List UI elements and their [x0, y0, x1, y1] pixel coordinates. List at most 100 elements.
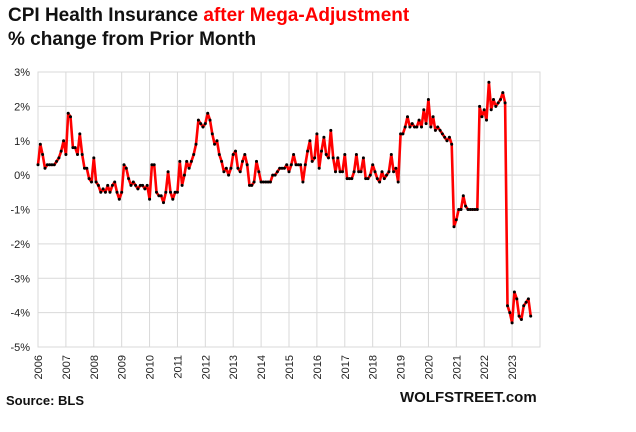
data-point	[508, 311, 512, 315]
data-point	[264, 180, 268, 184]
data-point	[236, 166, 240, 170]
data-point	[248, 183, 251, 187]
y-tick-label: -1%	[10, 205, 30, 217]
data-point	[169, 190, 172, 194]
chart-title: CPI Health Insurance after Mega-Adjustme…	[8, 4, 409, 28]
y-tick-label: 2%	[14, 101, 30, 113]
x-tick-label: 2023	[507, 355, 519, 379]
data-point	[334, 170, 337, 174]
data-point	[522, 304, 526, 308]
data-point	[134, 183, 138, 187]
data-point	[257, 170, 261, 174]
data-point	[150, 163, 154, 167]
data-point	[450, 142, 454, 146]
x-tick-label: 2016	[312, 355, 324, 379]
data-point	[436, 125, 440, 129]
data-point	[315, 132, 319, 136]
chart-title-highlight: after Mega-Adjustment	[203, 5, 410, 26]
chart-subtitle: % change from Prior Month	[8, 29, 257, 50]
data-point	[178, 159, 182, 163]
x-axis-tick-labels: 2006 2007 2008 2009 2010 2011 2012 2013 2014 2015…	[33, 355, 519, 379]
data-point	[245, 163, 249, 167]
data-point	[299, 163, 303, 167]
data-point	[273, 173, 277, 177]
data-point	[382, 177, 386, 181]
y-tick-label: 0%	[14, 170, 30, 182]
data-point	[213, 142, 217, 146]
data-point	[278, 166, 282, 170]
data-point	[364, 177, 368, 181]
data-point	[466, 208, 470, 211]
data-point	[234, 149, 237, 153]
data-point	[43, 166, 47, 170]
data-point	[192, 153, 196, 156]
data-point	[261, 180, 265, 184]
data-point	[324, 153, 328, 156]
data-point	[48, 163, 52, 167]
data-point	[406, 115, 409, 119]
data-point	[385, 173, 389, 177]
data-point	[480, 115, 484, 119]
data-point	[148, 197, 152, 201]
data-point	[115, 190, 119, 194]
data-point	[85, 166, 89, 170]
data-point	[208, 118, 212, 122]
data-point	[301, 180, 305, 184]
data-point	[185, 159, 189, 163]
x-tick-label: 2013	[228, 355, 240, 379]
data-point	[515, 297, 519, 301]
data-point	[62, 139, 66, 143]
data-point	[408, 125, 412, 129]
data-point	[424, 122, 428, 126]
data-point	[354, 153, 358, 156]
data-point	[231, 153, 235, 156]
data-point	[199, 122, 203, 126]
data-point	[378, 180, 382, 184]
x-tick-label: 2020	[423, 355, 435, 379]
y-tick-label: -2%	[10, 239, 30, 251]
data-point	[117, 197, 121, 201]
data-point	[310, 159, 314, 163]
data-point	[99, 190, 103, 194]
y-axis-tick-labels: 3% 2% 1% 0% -1% -2% -3% -4% -5%	[10, 67, 30, 354]
data-point	[238, 170, 242, 174]
chart-title-block: CPI Health Insurance after Mega-Adjustme…	[8, 4, 409, 52]
x-tick-label: 2009	[117, 355, 129, 379]
x-tick-label: 2012	[200, 355, 212, 379]
data-point	[403, 125, 407, 129]
data-point	[175, 190, 179, 194]
data-point	[180, 183, 184, 187]
x-tick-label: 2011	[172, 355, 184, 379]
data-point	[343, 153, 347, 156]
data-point	[162, 201, 165, 205]
data-point	[159, 194, 163, 198]
data-point	[41, 153, 45, 156]
data-point	[459, 208, 463, 211]
data-point	[108, 190, 112, 194]
data-point	[196, 118, 200, 122]
data-point	[73, 146, 77, 150]
data-point	[122, 163, 126, 167]
data-point	[371, 163, 375, 167]
x-tick-label: 2022	[479, 355, 491, 379]
data-point	[66, 111, 70, 115]
data-point	[519, 318, 523, 321]
data-point	[92, 156, 96, 160]
data-point	[50, 163, 54, 167]
data-point	[389, 153, 393, 156]
data-point	[440, 132, 444, 136]
data-point	[201, 125, 205, 129]
data-point	[243, 153, 247, 156]
data-point	[282, 166, 286, 170]
data-point	[157, 194, 161, 198]
data-point	[306, 149, 310, 153]
data-point	[189, 159, 193, 163]
data-point	[322, 135, 326, 139]
data-point	[145, 183, 149, 187]
data-point	[526, 297, 530, 301]
data-point	[83, 166, 86, 170]
data-point	[529, 314, 533, 318]
data-point	[329, 128, 333, 132]
data-point	[166, 170, 170, 174]
